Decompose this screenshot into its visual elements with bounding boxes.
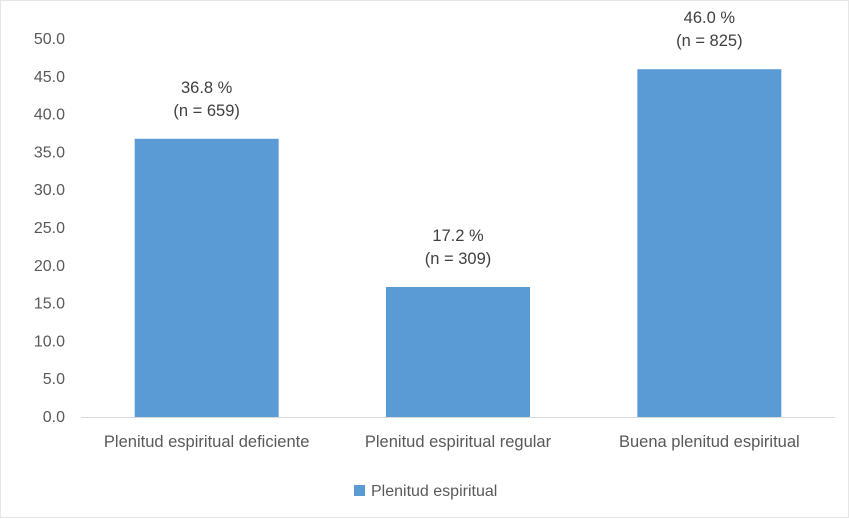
y-tick-label: 5.0 (43, 371, 65, 388)
data-labels: 36.8 % (n = 659) 17.2 % (n = 309) 46.0 % (n =… (173, 9, 742, 268)
y-axis: 0.0 5.0 10.0 15.0 20.0 25.0 30.0 35.0 40.0 45.0 50… (34, 31, 65, 426)
data-label: 36.8 % (181, 79, 233, 97)
y-tick-label: 20.0 (34, 258, 65, 275)
data-label: (n = 659) (173, 102, 240, 120)
y-tick-label: 35.0 (34, 144, 65, 161)
legend: Plenitud espiritual (354, 483, 497, 500)
legend-swatch (354, 485, 365, 496)
x-tick-label: Buena plenitud espiritual (619, 433, 800, 451)
y-tick-label: 15.0 (34, 296, 65, 313)
bar-3 (637, 69, 782, 418)
bars (134, 69, 782, 418)
data-label: (n = 309) (425, 250, 492, 268)
x-axis: Plenitud espiritual deficiente Plenitud e… (81, 417, 835, 451)
x-tick-label: Plenitud espiritual deficiente (104, 433, 309, 451)
y-tick-label: 0.0 (43, 409, 65, 426)
data-label: 46.0 % (684, 9, 736, 27)
data-label: 17.2 % (432, 227, 484, 245)
data-label: (n = 825) (676, 32, 743, 50)
bar-2 (386, 286, 530, 417)
x-tick-label: Plenitud espiritual regular (365, 433, 552, 451)
y-tick-label: 45.0 (34, 69, 65, 86)
y-tick-label: 40.0 (34, 107, 65, 124)
bar-1 (134, 138, 279, 418)
y-tick-label: 10.0 (34, 333, 65, 350)
y-tick-label: 50.0 (34, 31, 65, 48)
legend-label: Plenitud espiritual (371, 483, 497, 500)
y-tick-label: 25.0 (34, 220, 65, 237)
y-tick-label: 30.0 (34, 182, 65, 199)
